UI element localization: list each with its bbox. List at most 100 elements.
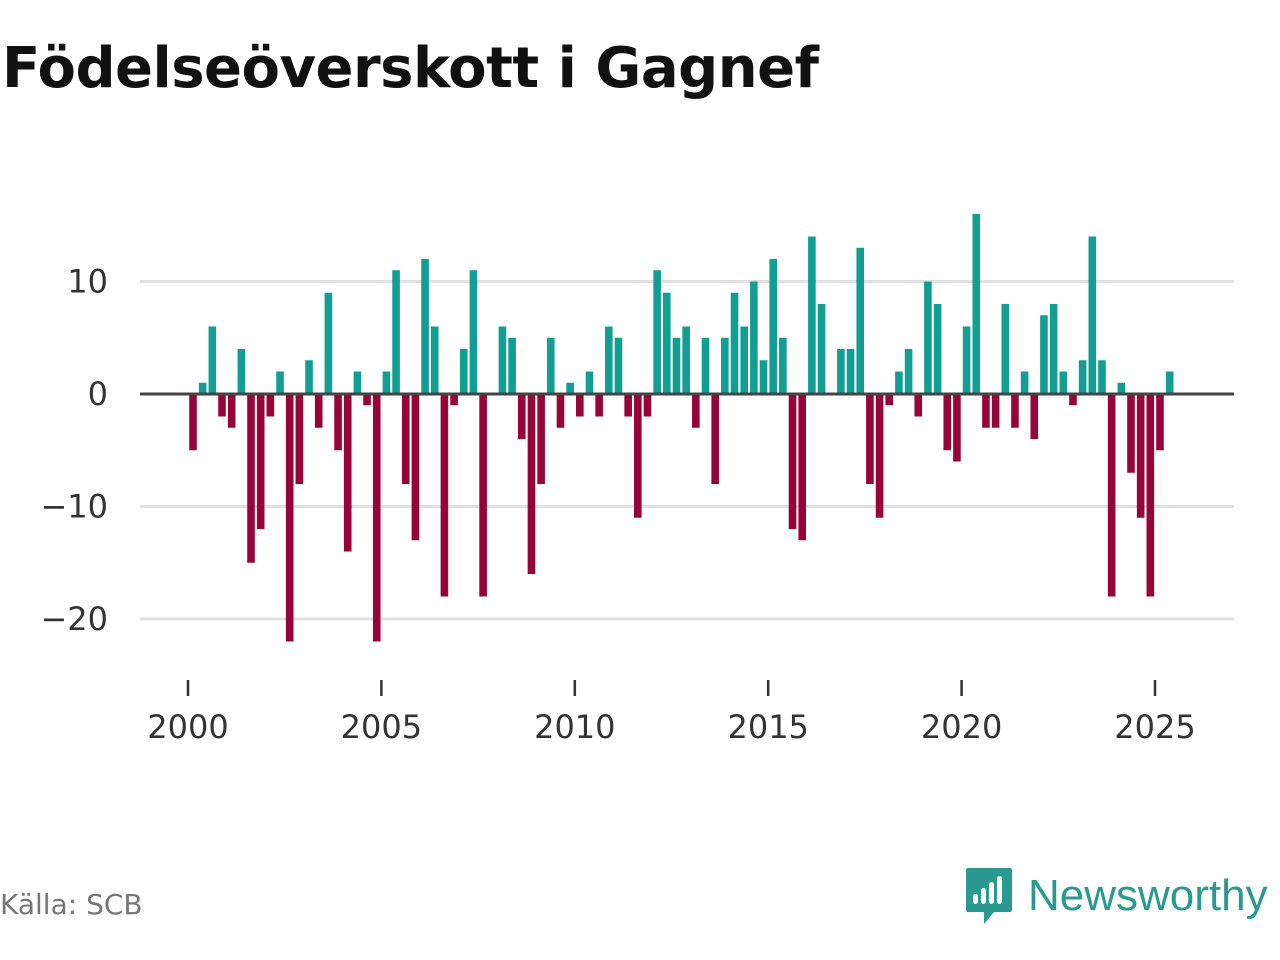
bar xyxy=(1030,394,1039,439)
bar xyxy=(459,349,468,394)
bar xyxy=(1059,371,1068,394)
x-tick-label: 2025 xyxy=(1114,708,1195,746)
bar xyxy=(672,337,681,394)
bar xyxy=(895,371,903,394)
bar xyxy=(885,394,894,406)
bar xyxy=(663,292,671,394)
bar xyxy=(285,394,294,642)
brand-name: Newsworthy xyxy=(1028,871,1268,920)
bar xyxy=(788,394,797,529)
grid-lines xyxy=(140,280,1234,621)
bar xyxy=(904,349,913,394)
bar xyxy=(730,292,739,394)
bar xyxy=(943,394,952,451)
bar xyxy=(991,394,1000,428)
bar xyxy=(576,394,584,417)
bar xyxy=(450,394,458,406)
bar xyxy=(817,304,826,394)
source-label: Källa: SCB xyxy=(0,888,143,921)
bar xyxy=(711,394,719,484)
bar xyxy=(1107,394,1116,597)
x-tick-label: 2005 xyxy=(341,708,422,746)
bar xyxy=(295,394,304,484)
bar xyxy=(1001,304,1010,394)
bar xyxy=(933,304,942,394)
bar xyxy=(634,394,642,518)
y-tick-label: 0 xyxy=(88,375,108,413)
x-tick-label: 2015 xyxy=(727,708,808,746)
bar xyxy=(1088,236,1097,394)
bar xyxy=(595,394,603,417)
bar xyxy=(962,326,971,394)
bar xyxy=(614,337,623,394)
bar xyxy=(1078,360,1087,394)
bar xyxy=(392,270,400,394)
bar xyxy=(1117,382,1126,394)
bars xyxy=(189,214,1174,642)
x-tick-label: 2020 xyxy=(921,708,1002,746)
bar xyxy=(372,394,381,642)
bar xyxy=(701,337,710,394)
y-tick-label: −10 xyxy=(40,488,108,526)
bar xyxy=(1020,371,1029,394)
bar xyxy=(721,337,729,394)
bar xyxy=(1165,371,1174,394)
newsworthy-logo-icon xyxy=(966,868,1012,924)
bar xyxy=(585,371,594,394)
bar xyxy=(692,394,700,428)
bar xyxy=(421,259,429,394)
bar xyxy=(537,394,545,484)
bar xyxy=(382,371,391,394)
bar xyxy=(479,394,487,597)
bar xyxy=(1040,315,1048,394)
bar xyxy=(1049,304,1058,394)
bar xyxy=(218,394,226,417)
bar xyxy=(227,394,236,428)
bar xyxy=(740,326,748,394)
bar xyxy=(237,349,246,394)
bar xyxy=(566,382,574,394)
x-tick-label: 2000 xyxy=(147,708,228,746)
bar xyxy=(411,394,420,541)
bar xyxy=(401,394,410,484)
bar xyxy=(508,337,516,394)
bar xyxy=(256,394,265,529)
bar xyxy=(750,281,758,394)
bar xyxy=(324,292,333,394)
bar xyxy=(208,326,217,394)
bar xyxy=(247,394,255,563)
bar xyxy=(682,326,690,394)
bar xyxy=(527,394,536,574)
y-tick-label: −20 xyxy=(40,600,108,638)
brand[interactable]: Newsworthy xyxy=(964,866,1268,926)
bar xyxy=(798,394,807,541)
bar xyxy=(837,349,845,394)
chart-title: Födelseöverskott i Gagnef xyxy=(2,36,819,101)
bar xyxy=(343,394,352,552)
bar xyxy=(769,259,777,394)
bar xyxy=(517,394,526,439)
bar xyxy=(498,326,507,394)
bar xyxy=(875,394,884,518)
bar xyxy=(363,394,371,406)
bar xyxy=(469,270,478,394)
bar xyxy=(440,394,449,597)
bar xyxy=(953,394,961,462)
bar xyxy=(189,394,197,451)
bar xyxy=(624,394,632,417)
bar xyxy=(546,337,555,394)
bar xyxy=(982,394,990,428)
bar xyxy=(1098,360,1106,394)
bar xyxy=(1146,394,1155,597)
y-tick-label: 10 xyxy=(67,263,108,301)
bar xyxy=(305,360,313,394)
bar xyxy=(1127,394,1135,473)
bar xyxy=(866,394,874,484)
bar xyxy=(643,394,652,417)
bar xyxy=(198,382,207,394)
bar xyxy=(924,281,932,394)
bar xyxy=(1069,394,1077,406)
x-tick-label: 2010 xyxy=(534,708,615,746)
bar xyxy=(808,236,816,394)
